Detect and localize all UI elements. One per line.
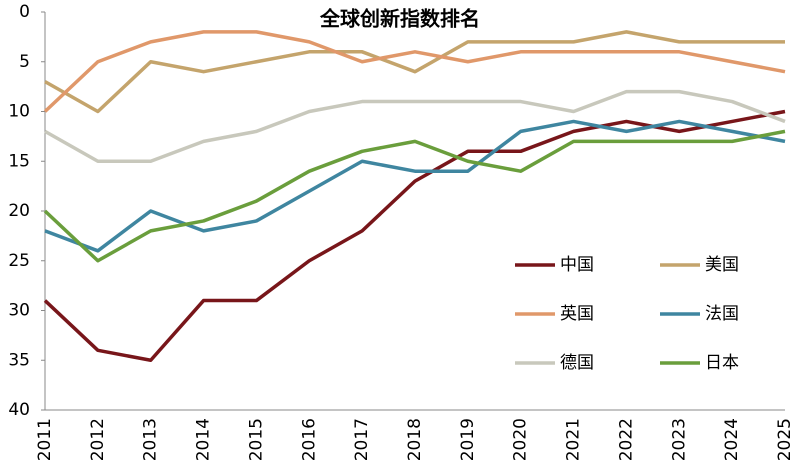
y-tick-label: 35 xyxy=(8,350,30,370)
x-tick-label: 2016 xyxy=(299,418,319,461)
x-tick-label: 2025 xyxy=(775,418,795,461)
x-tick-label: 2011 xyxy=(35,418,55,461)
x-tick-label: 2024 xyxy=(722,418,742,461)
y-tick-label: 30 xyxy=(8,301,30,321)
series-line xyxy=(44,119,786,253)
legend-label: 法国 xyxy=(705,304,739,324)
x-tick-label: 2015 xyxy=(246,418,266,461)
y-tick-label: 20 xyxy=(8,201,30,221)
legend-label: 中国 xyxy=(560,255,594,275)
y-tick-label: 5 xyxy=(19,52,30,72)
x-tick-label: 2021 xyxy=(564,418,584,461)
x-tick-label: 2023 xyxy=(669,418,689,461)
x-tick-label: 2022 xyxy=(616,418,636,461)
x-tick-label: 2012 xyxy=(88,418,108,461)
x-tick-label: 2020 xyxy=(511,418,531,461)
x-tick-label: 2013 xyxy=(141,418,161,461)
series-line xyxy=(44,89,786,163)
chart-title: 全球创新指数排名 xyxy=(319,7,480,31)
x-tick-label: 2017 xyxy=(352,418,372,461)
series-line xyxy=(43,109,786,362)
legend-label: 德国 xyxy=(560,353,594,373)
series-line xyxy=(43,30,786,113)
y-tick-label: 0 xyxy=(19,2,30,22)
y-tick-label: 40 xyxy=(8,400,30,420)
y-tick-label: 25 xyxy=(8,251,30,271)
legend-label: 美国 xyxy=(705,255,739,275)
x-tick-label: 2018 xyxy=(405,418,425,461)
legend-label: 英国 xyxy=(560,304,594,324)
x-tick-label: 2019 xyxy=(458,418,478,461)
series-line xyxy=(44,30,785,114)
y-tick-label: 10 xyxy=(8,102,30,122)
y-tick-label: 15 xyxy=(8,151,30,171)
series-line xyxy=(43,129,786,263)
x-tick-label: 2014 xyxy=(194,418,214,461)
legend-label: 日本 xyxy=(705,353,739,373)
